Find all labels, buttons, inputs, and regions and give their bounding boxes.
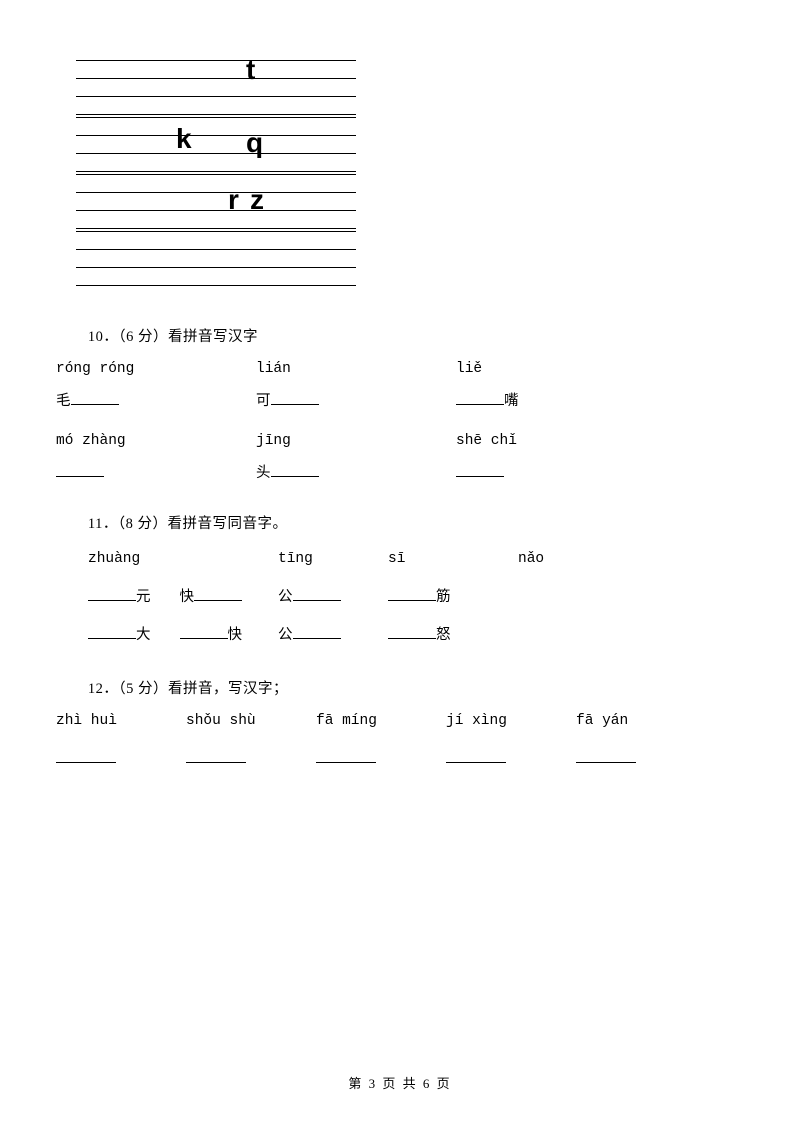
q10-r2-c1: mó zhànɡ bbox=[56, 426, 256, 458]
blank[interactable] bbox=[56, 749, 116, 763]
page-footer: 第 3 页 共 6 页 bbox=[0, 1073, 800, 1092]
blank[interactable] bbox=[88, 587, 136, 601]
q12-bl-1 bbox=[56, 744, 186, 776]
blank[interactable] bbox=[56, 463, 104, 477]
q12-py-c1: zhì huì bbox=[56, 706, 186, 738]
blank[interactable] bbox=[271, 463, 319, 477]
blank[interactable] bbox=[388, 625, 436, 639]
char: 快 bbox=[180, 589, 195, 605]
q10-r1-c2: lián bbox=[256, 354, 456, 386]
q10-r2b-c3 bbox=[456, 458, 656, 490]
question-10: 10．（6 分）看拼音写汉字 rónɡ rónɡ lián liě 毛 可 嘴 … bbox=[56, 322, 744, 489]
q10-r1b-c1: 毛 bbox=[56, 386, 256, 418]
q11-l2-2: 公 bbox=[278, 617, 388, 655]
q12-bl-5 bbox=[576, 744, 706, 776]
blank[interactable] bbox=[388, 587, 436, 601]
blank[interactable] bbox=[446, 749, 506, 763]
q10-r2-c3: shē chǐ bbox=[456, 426, 656, 458]
q11-py-c4: nǎo bbox=[518, 541, 638, 579]
question-12: 12．（5 分）看拼音，写汉字； zhì huì shǒu shù fā mín… bbox=[56, 674, 744, 776]
question-11: 11．（8 分）看拼音写同音字。 zhuàng tīng sī nǎo 元 快 … bbox=[56, 509, 744, 654]
char: 公 bbox=[278, 627, 293, 643]
blank[interactable] bbox=[316, 749, 376, 763]
char: 元 bbox=[136, 589, 151, 605]
q12-py-c2: shǒu shù bbox=[186, 706, 316, 738]
q10-r2-c2: jīng bbox=[256, 426, 456, 458]
q11-l1-3: 筋 bbox=[388, 579, 518, 617]
grid-group-4 bbox=[76, 231, 356, 286]
q12-bl-3 bbox=[316, 744, 446, 776]
q11-heading: 11．（8 分）看拼音写同音字。 bbox=[56, 509, 744, 541]
q10-r1-c1: rónɡ rónɡ bbox=[56, 354, 256, 386]
grid-group-3: r z bbox=[76, 174, 356, 229]
q12-py-c3: fā míng bbox=[316, 706, 446, 738]
q10-heading: 10．（6 分）看拼音写汉字 bbox=[56, 322, 744, 354]
grid-letter-q: q bbox=[246, 129, 263, 157]
char: 公 bbox=[278, 589, 293, 605]
q11-py-c2: tīng bbox=[278, 541, 388, 579]
grid-letter-z: z bbox=[250, 186, 264, 214]
blank[interactable] bbox=[576, 749, 636, 763]
blank[interactable] bbox=[180, 625, 228, 639]
q12-heading: 12．（5 分）看拼音，写汉字； bbox=[56, 674, 744, 706]
char: 大 bbox=[136, 627, 151, 643]
q10-r1b-c3: 嘴 bbox=[456, 386, 656, 418]
q10-r1b-c2: 可 bbox=[256, 386, 456, 418]
grid-letter-r: r bbox=[228, 186, 239, 214]
q10-r2b-c2-pre: 头 bbox=[256, 465, 271, 481]
q11-l2-3: 怒 bbox=[388, 617, 518, 655]
q12-bl-2 bbox=[186, 744, 316, 776]
blank[interactable] bbox=[71, 391, 119, 405]
blank[interactable] bbox=[456, 391, 504, 405]
q11-l1-2: 公 bbox=[278, 579, 388, 617]
q11-py-c3: sī bbox=[388, 541, 518, 579]
q11-l2-1: 大 快 bbox=[88, 617, 278, 655]
q11-l2-4 bbox=[518, 617, 638, 655]
q10-r1b-c2-pre: 可 bbox=[256, 393, 271, 409]
blank[interactable] bbox=[186, 749, 246, 763]
char: 筋 bbox=[436, 589, 451, 605]
q11-l1-4 bbox=[518, 579, 638, 617]
blank[interactable] bbox=[293, 587, 341, 601]
blank[interactable] bbox=[293, 625, 341, 639]
q10-r2b-c1 bbox=[56, 458, 256, 490]
grid-letter-k: k bbox=[176, 125, 192, 153]
q10-r1b-c1-pre: 毛 bbox=[56, 393, 71, 409]
blank[interactable] bbox=[271, 391, 319, 405]
q12-py-c5: fā yán bbox=[576, 706, 706, 738]
char: 快 bbox=[228, 627, 243, 643]
q10-r1-c3: liě bbox=[456, 354, 656, 386]
q10-r2b-c2: 头 bbox=[256, 458, 456, 490]
grid-letter-t: t bbox=[246, 56, 255, 84]
q10-r1b-c3-post: 嘴 bbox=[504, 393, 519, 409]
grid-group-2: k q bbox=[76, 117, 356, 172]
q11-py-c1: zhuàng bbox=[88, 541, 278, 579]
blank[interactable] bbox=[194, 587, 242, 601]
grid-group-1: t bbox=[76, 60, 356, 115]
pinyin-writing-grid: t k q r z bbox=[76, 60, 356, 286]
q12-bl-4 bbox=[446, 744, 576, 776]
blank[interactable] bbox=[88, 625, 136, 639]
q11-l1-1: 元 快 bbox=[88, 579, 278, 617]
q12-py-c4: jí xìng bbox=[446, 706, 576, 738]
char: 怒 bbox=[436, 627, 451, 643]
blank[interactable] bbox=[456, 463, 504, 477]
